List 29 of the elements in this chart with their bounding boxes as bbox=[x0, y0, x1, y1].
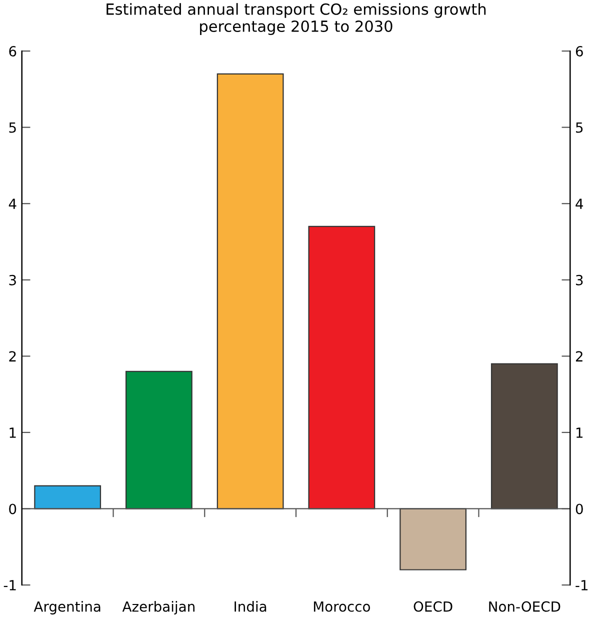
y2-tick-label: 3 bbox=[576, 274, 583, 286]
y-tick-label: -1 bbox=[4, 580, 16, 590]
bar bbox=[490, 363, 558, 510]
x-tick-label: Non-OECD bbox=[489, 601, 560, 612]
y2-tick-label: 5 bbox=[576, 122, 583, 133]
y2-tick-label: 1 bbox=[576, 428, 583, 438]
y2-tick-label: 6 bbox=[576, 46, 583, 57]
chart-title: Estimated annual transport CO₂ emissions growth percentage 2015 to 2030 bbox=[106, 3, 486, 35]
y-tick-label: 6 bbox=[9, 46, 16, 57]
y-tick-label: 1 bbox=[10, 428, 16, 438]
y-tick-label: 5 bbox=[9, 122, 16, 133]
y2-tick-label: -1 bbox=[576, 580, 588, 590]
y-tick-label: 3 bbox=[9, 274, 16, 286]
y-tick-label: 0 bbox=[9, 504, 16, 514]
x-tick-label: OECD bbox=[414, 601, 452, 612]
bar bbox=[308, 226, 376, 510]
bar bbox=[126, 370, 192, 510]
bar bbox=[34, 485, 102, 510]
y2-tick-label: 0 bbox=[576, 504, 583, 514]
x-tick-label: Argentina bbox=[34, 601, 100, 614]
y2-tick-label: 4 bbox=[576, 198, 584, 209]
y-tick-label: 4 bbox=[8, 198, 16, 209]
x-tick-label: India bbox=[234, 601, 266, 612]
y2-tick-label: 2 bbox=[576, 351, 582, 362]
bar bbox=[400, 508, 466, 570]
y-tick-label: 2 bbox=[9, 351, 16, 362]
x-tick-label: Azerbaijan bbox=[122, 601, 194, 614]
x-tick-label: Morocco bbox=[314, 601, 370, 612]
bar bbox=[216, 73, 284, 510]
